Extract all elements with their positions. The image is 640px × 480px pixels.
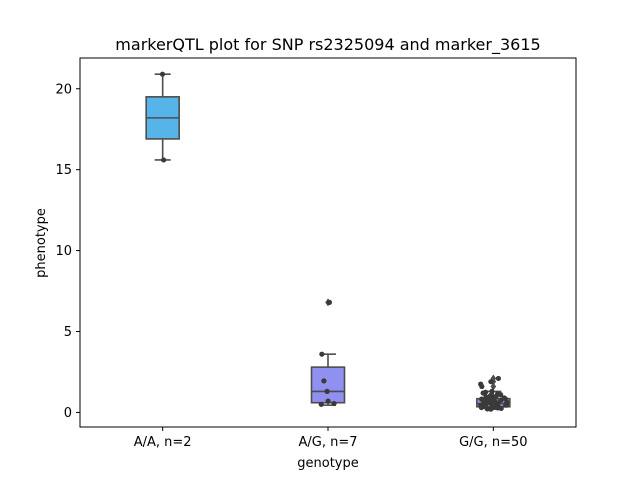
x-tick-label: A/A, n=2 [134,435,192,450]
data-point [489,388,495,394]
data-point [478,381,484,387]
data-point [161,157,167,163]
x-tick-label: G/G, n=50 [459,435,527,450]
y-tick-label: 5 [64,325,72,340]
y-axis-label: phenotype [34,208,49,278]
data-point [331,400,337,407]
data-point [483,394,489,400]
box-iqr [310,366,346,404]
data-point [319,351,325,357]
y-tick-label: 15 [55,163,72,178]
data-point [487,392,494,399]
data-point [478,396,485,402]
y-tick-label: 0 [64,406,72,421]
data-point [325,398,331,404]
y-tick-label: 10 [55,244,72,259]
x-tick-label: A/G, n=7 [298,435,357,450]
data-point [324,388,330,394]
outlier-point [490,382,497,391]
data-point [495,375,501,382]
data-point [488,379,494,385]
data-point [159,71,166,77]
box-group [145,73,180,161]
plot-area [145,71,511,412]
data-point [483,389,489,395]
chart-title: markerQTL plot for SNP rs2325094 and mar… [115,35,540,55]
x-axis-label: genotype [297,456,358,471]
data-point [501,395,507,401]
data-point [495,391,501,397]
data-point [318,401,324,407]
axes: 0 5 10 15 20 A/A, n=2 A/G, n=7 G/G, n=50 [55,82,527,450]
data-point [326,299,333,305]
y-tick-label: 20 [55,82,72,97]
data-point [321,378,327,384]
